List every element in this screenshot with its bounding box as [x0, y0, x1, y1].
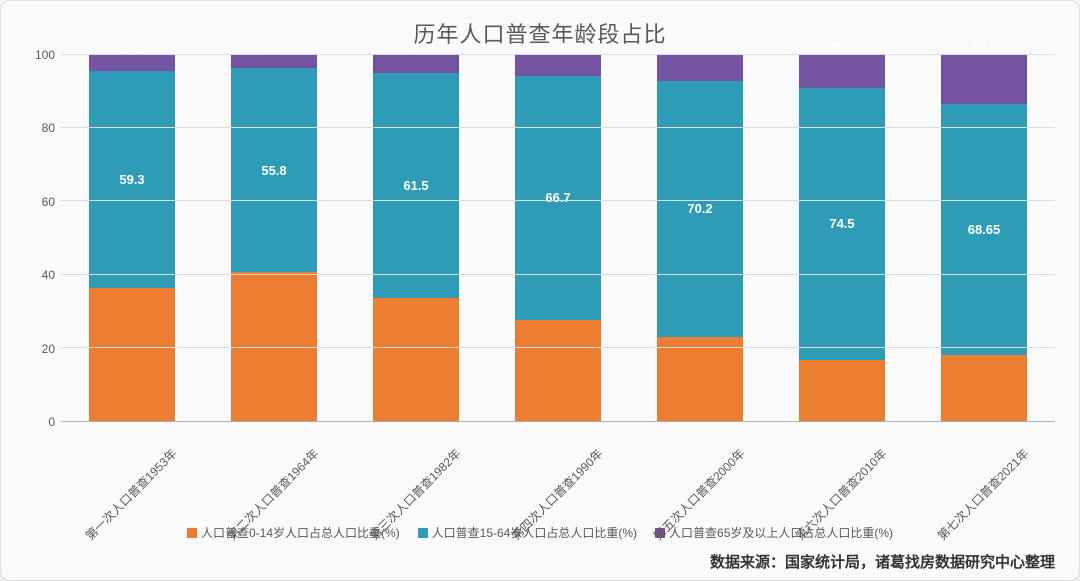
y-tick-label: 20	[42, 342, 55, 356]
bar-value-label: 5.6	[515, 40, 601, 55]
bar-value-label: 68.65	[968, 222, 1001, 237]
bar-value-label: 4.4	[89, 40, 175, 55]
bar-value-label: 17.95	[941, 358, 1027, 373]
bar-column: 4.4 59.3 36.3	[89, 55, 175, 421]
bar-column: 8.9 74.5 16.6	[799, 55, 885, 421]
bar-segment-age_65_up: 7	[657, 55, 743, 81]
bar-segment-age_65_up: 4.4	[89, 55, 175, 71]
bar-value-label: 61.5	[403, 178, 428, 193]
bar-segment-age_15_64: 59.3	[89, 71, 175, 288]
bar-segment-age_0_14: 16.6	[799, 360, 885, 421]
y-tick-label: 60	[42, 195, 55, 209]
bar-segment-age_0_14: 22.9	[657, 337, 743, 421]
bar-column: 7 70.2 22.9	[657, 55, 743, 421]
grid-line	[61, 200, 1055, 201]
y-axis: 020406080100	[25, 55, 61, 422]
bar-segment-age_0_14: 33.6	[373, 298, 459, 421]
bar-value-label: 8.9	[799, 40, 885, 55]
bar-segment-age_15_64: 74.5	[799, 88, 885, 361]
bars-container: 4.4 59.3 36.3 3.6 55.8 40.7 4.9 61.5 33.6 5.6 66.7…	[61, 55, 1055, 421]
legend-swatch	[418, 528, 428, 538]
y-tick-label: 0	[48, 415, 55, 429]
bar-value-label: 27.7	[515, 323, 601, 338]
bar-segment-age_65_up: 5.6	[515, 55, 601, 75]
y-tick-label: 40	[42, 268, 55, 282]
bar-column: 4.9 61.5 33.6	[373, 55, 459, 421]
bar-value-label: 36.3	[89, 291, 175, 306]
bar-value-label: 55.8	[261, 163, 286, 178]
bar-value-label: 13.5	[941, 40, 1027, 55]
bar-segment-age_65_up: 4.9	[373, 55, 459, 73]
legend-item: 人口普查65岁及以上人口占总人口比重(%)	[655, 524, 893, 541]
bar-column: 3.6 55.8 40.7	[231, 55, 317, 421]
grid-line	[61, 347, 1055, 348]
bar-segment-age_0_14: 36.3	[89, 288, 175, 421]
bar-value-label: 4.9	[373, 40, 459, 55]
bar-segment-age_65_up: 3.6	[231, 55, 317, 68]
legend: 人口普查0-14岁人口占总人口比重(%)人口普查15-64岁人口占总人口比重(%…	[25, 524, 1055, 541]
bar-value-label: 7	[657, 40, 743, 55]
bar-segment-age_0_14: 27.7	[515, 320, 601, 421]
bar-column: 5.6 66.7 27.7	[515, 55, 601, 421]
bar-value-label: 70.2	[687, 201, 712, 216]
grid-line	[61, 54, 1055, 55]
chart-card: 历年人口普查年龄段占比 020406080100 4.459.336.33.65…	[0, 0, 1080, 581]
bar-segment-age_15_64: 61.5	[373, 73, 459, 298]
bar-value-label: 33.6	[373, 301, 459, 316]
bar-value-label: 66.7	[545, 190, 570, 205]
legend-label: 人口普查65岁及以上人口占总人口比重(%)	[669, 524, 893, 541]
bar-value-label: 40.7	[231, 275, 317, 290]
bar-segment-age_15_64: 68.65	[941, 104, 1027, 355]
bar-segment-age_15_64: 55.8	[231, 68, 317, 272]
chart-body: 4.4 59.3 36.3 3.6 55.8 40.7 4.9 61.5 33.6 5.6 66.7…	[61, 55, 1055, 422]
bar-segment-age_15_64: 66.7	[515, 76, 601, 320]
bar-column: 13.5 68.65 17.95	[941, 55, 1027, 421]
bar-segment-age_65_up: 13.5	[941, 55, 1027, 104]
bar-value-label: 3.6	[231, 40, 317, 55]
y-tick-label: 80	[42, 121, 55, 135]
bar-value-label: 16.6	[799, 363, 885, 378]
bar-segment-age_65_up: 8.9	[799, 55, 885, 88]
bar-segment-age_0_14: 17.95	[941, 355, 1027, 421]
grid-line	[61, 127, 1055, 128]
y-tick-label: 100	[35, 48, 55, 62]
legend-swatch	[187, 528, 197, 538]
bar-value-label: 59.3	[119, 172, 144, 187]
bar-value-label: 74.5	[829, 216, 854, 231]
grid-line	[61, 274, 1055, 275]
bar-segment-age_15_64: 70.2	[657, 81, 743, 338]
plot-area: 020406080100 4.459.336.33.655.840.74.961…	[25, 55, 1055, 422]
data-source: 数据来源：国家统计局，诸葛找房数据研究中心整理	[25, 551, 1055, 572]
